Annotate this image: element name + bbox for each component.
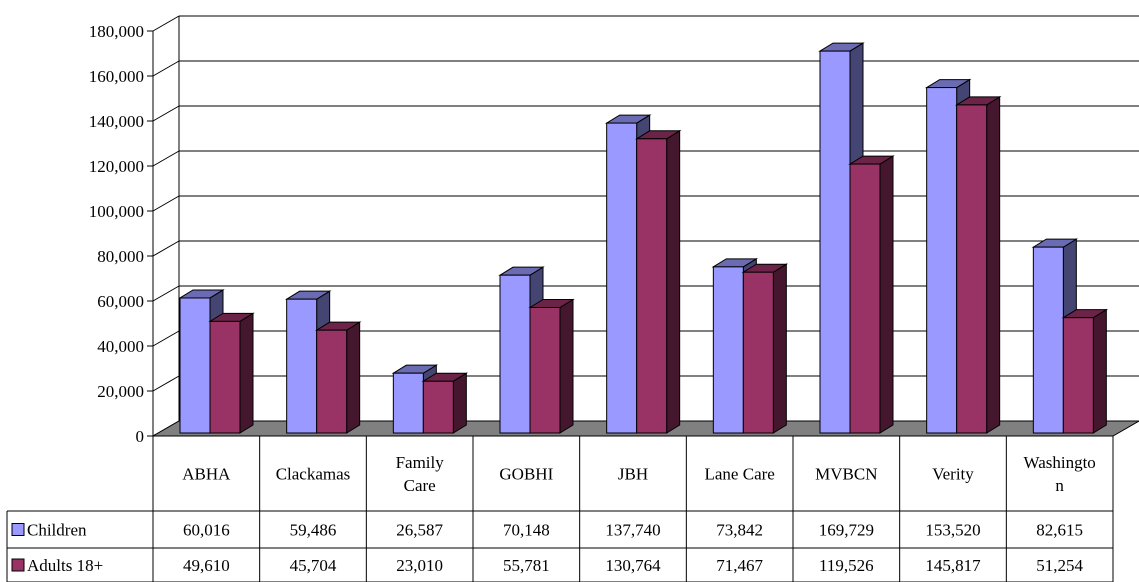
bar-front bbox=[819, 50, 851, 434]
data-label: 23,010 bbox=[396, 556, 443, 575]
bar-front bbox=[956, 104, 988, 434]
data-label: 73,842 bbox=[716, 521, 763, 540]
legend-label: Children bbox=[27, 521, 87, 540]
gridline-side bbox=[152, 285, 180, 302]
bar-front bbox=[1062, 317, 1094, 434]
x-tick-label: Verity bbox=[932, 465, 974, 484]
bar-side bbox=[346, 321, 361, 434]
data-label: 59,486 bbox=[290, 521, 337, 540]
bar-adults-18- bbox=[634, 129, 682, 434]
bar-side bbox=[666, 129, 681, 434]
gridline-side bbox=[152, 375, 180, 392]
bar-front bbox=[392, 372, 424, 434]
data-label: 60,016 bbox=[183, 521, 230, 540]
bar-adults-18- bbox=[421, 372, 469, 434]
y-tick-label: 20,000 bbox=[97, 382, 144, 401]
x-tick-label: ABHA bbox=[182, 465, 231, 484]
y-tick-label: 60,000 bbox=[97, 292, 144, 311]
bar-front bbox=[286, 298, 318, 434]
y-tick-label: 80,000 bbox=[97, 247, 144, 266]
bar-front bbox=[316, 329, 348, 434]
x-tick-label: GOBHI bbox=[499, 465, 553, 484]
bar-adults-18- bbox=[741, 263, 789, 434]
x-tick-label: n bbox=[1055, 476, 1064, 495]
bar-adults-18- bbox=[314, 321, 362, 434]
data-label: 153,520 bbox=[925, 521, 980, 540]
bar-adults-18- bbox=[528, 298, 575, 434]
data-label: 169,729 bbox=[819, 521, 874, 540]
gridline-side bbox=[152, 330, 180, 347]
bar-front bbox=[179, 297, 211, 434]
bar-side bbox=[559, 298, 574, 434]
data-label: 119,526 bbox=[819, 556, 874, 575]
y-tick-label: 0 bbox=[136, 427, 145, 446]
x-tick-label: JBH bbox=[618, 465, 648, 484]
bar-front bbox=[926, 87, 958, 434]
x-tick-label: Lane Care bbox=[705, 465, 775, 484]
bar-front bbox=[1032, 246, 1064, 434]
bar-side bbox=[239, 312, 254, 434]
data-label: 55,781 bbox=[503, 556, 550, 575]
bar-adults-18- bbox=[954, 96, 1002, 434]
data-label: 71,467 bbox=[716, 556, 763, 575]
bar-front bbox=[712, 266, 744, 434]
y-tick-label: 100,000 bbox=[89, 202, 144, 221]
bar-adults-18- bbox=[208, 312, 255, 434]
x-tick-label: Washingto bbox=[1024, 453, 1096, 472]
bar-side bbox=[772, 263, 787, 434]
bar-front bbox=[499, 274, 531, 434]
bar-front bbox=[529, 306, 561, 434]
gridline-side bbox=[152, 240, 180, 257]
data-label: 82,615 bbox=[1036, 521, 1083, 540]
x-tick-label: Family bbox=[396, 453, 445, 472]
bar-front bbox=[209, 320, 241, 434]
data-label: 130,764 bbox=[605, 556, 661, 575]
gridline-side bbox=[152, 105, 180, 122]
gridline-side bbox=[152, 15, 180, 32]
x-tick-label: Clackamas bbox=[276, 465, 351, 484]
bar-adults-18- bbox=[1061, 308, 1109, 434]
bar-front bbox=[422, 380, 454, 434]
gridline-side bbox=[152, 60, 180, 77]
y-tick-label: 120,000 bbox=[89, 157, 144, 176]
bar-side bbox=[452, 372, 467, 434]
legend-swatch bbox=[11, 523, 25, 536]
bar-side bbox=[879, 155, 894, 434]
legend-label: Adults 18+ bbox=[27, 556, 103, 575]
bar-front bbox=[636, 138, 668, 434]
bar-side bbox=[1092, 308, 1107, 434]
bar-side bbox=[986, 96, 1001, 434]
data-label: 26,587 bbox=[396, 521, 443, 540]
bar-front bbox=[742, 271, 774, 434]
y-tick-label: 40,000 bbox=[97, 337, 144, 356]
data-label: 45,704 bbox=[290, 556, 337, 575]
y-tick-label: 160,000 bbox=[89, 67, 144, 86]
bar-front bbox=[606, 122, 638, 434]
data-label: 145,817 bbox=[925, 556, 981, 575]
legend-swatch bbox=[11, 558, 25, 572]
gridline-side bbox=[152, 150, 180, 167]
x-tick-label: Care bbox=[404, 476, 436, 495]
data-label: 70,148 bbox=[503, 521, 550, 540]
data-label: 49,610 bbox=[183, 556, 230, 575]
bars-group bbox=[178, 42, 1109, 434]
y-tick-label: 140,000 bbox=[89, 112, 144, 131]
data-label: 51,254 bbox=[1036, 556, 1083, 575]
bar-front bbox=[849, 163, 881, 434]
x-tick-label: MVBCN bbox=[815, 465, 877, 484]
bar-adults-18- bbox=[848, 155, 895, 434]
gridline-side bbox=[152, 195, 180, 212]
data-label: 137,740 bbox=[605, 521, 660, 540]
y-tick-label: 180,000 bbox=[89, 22, 144, 41]
